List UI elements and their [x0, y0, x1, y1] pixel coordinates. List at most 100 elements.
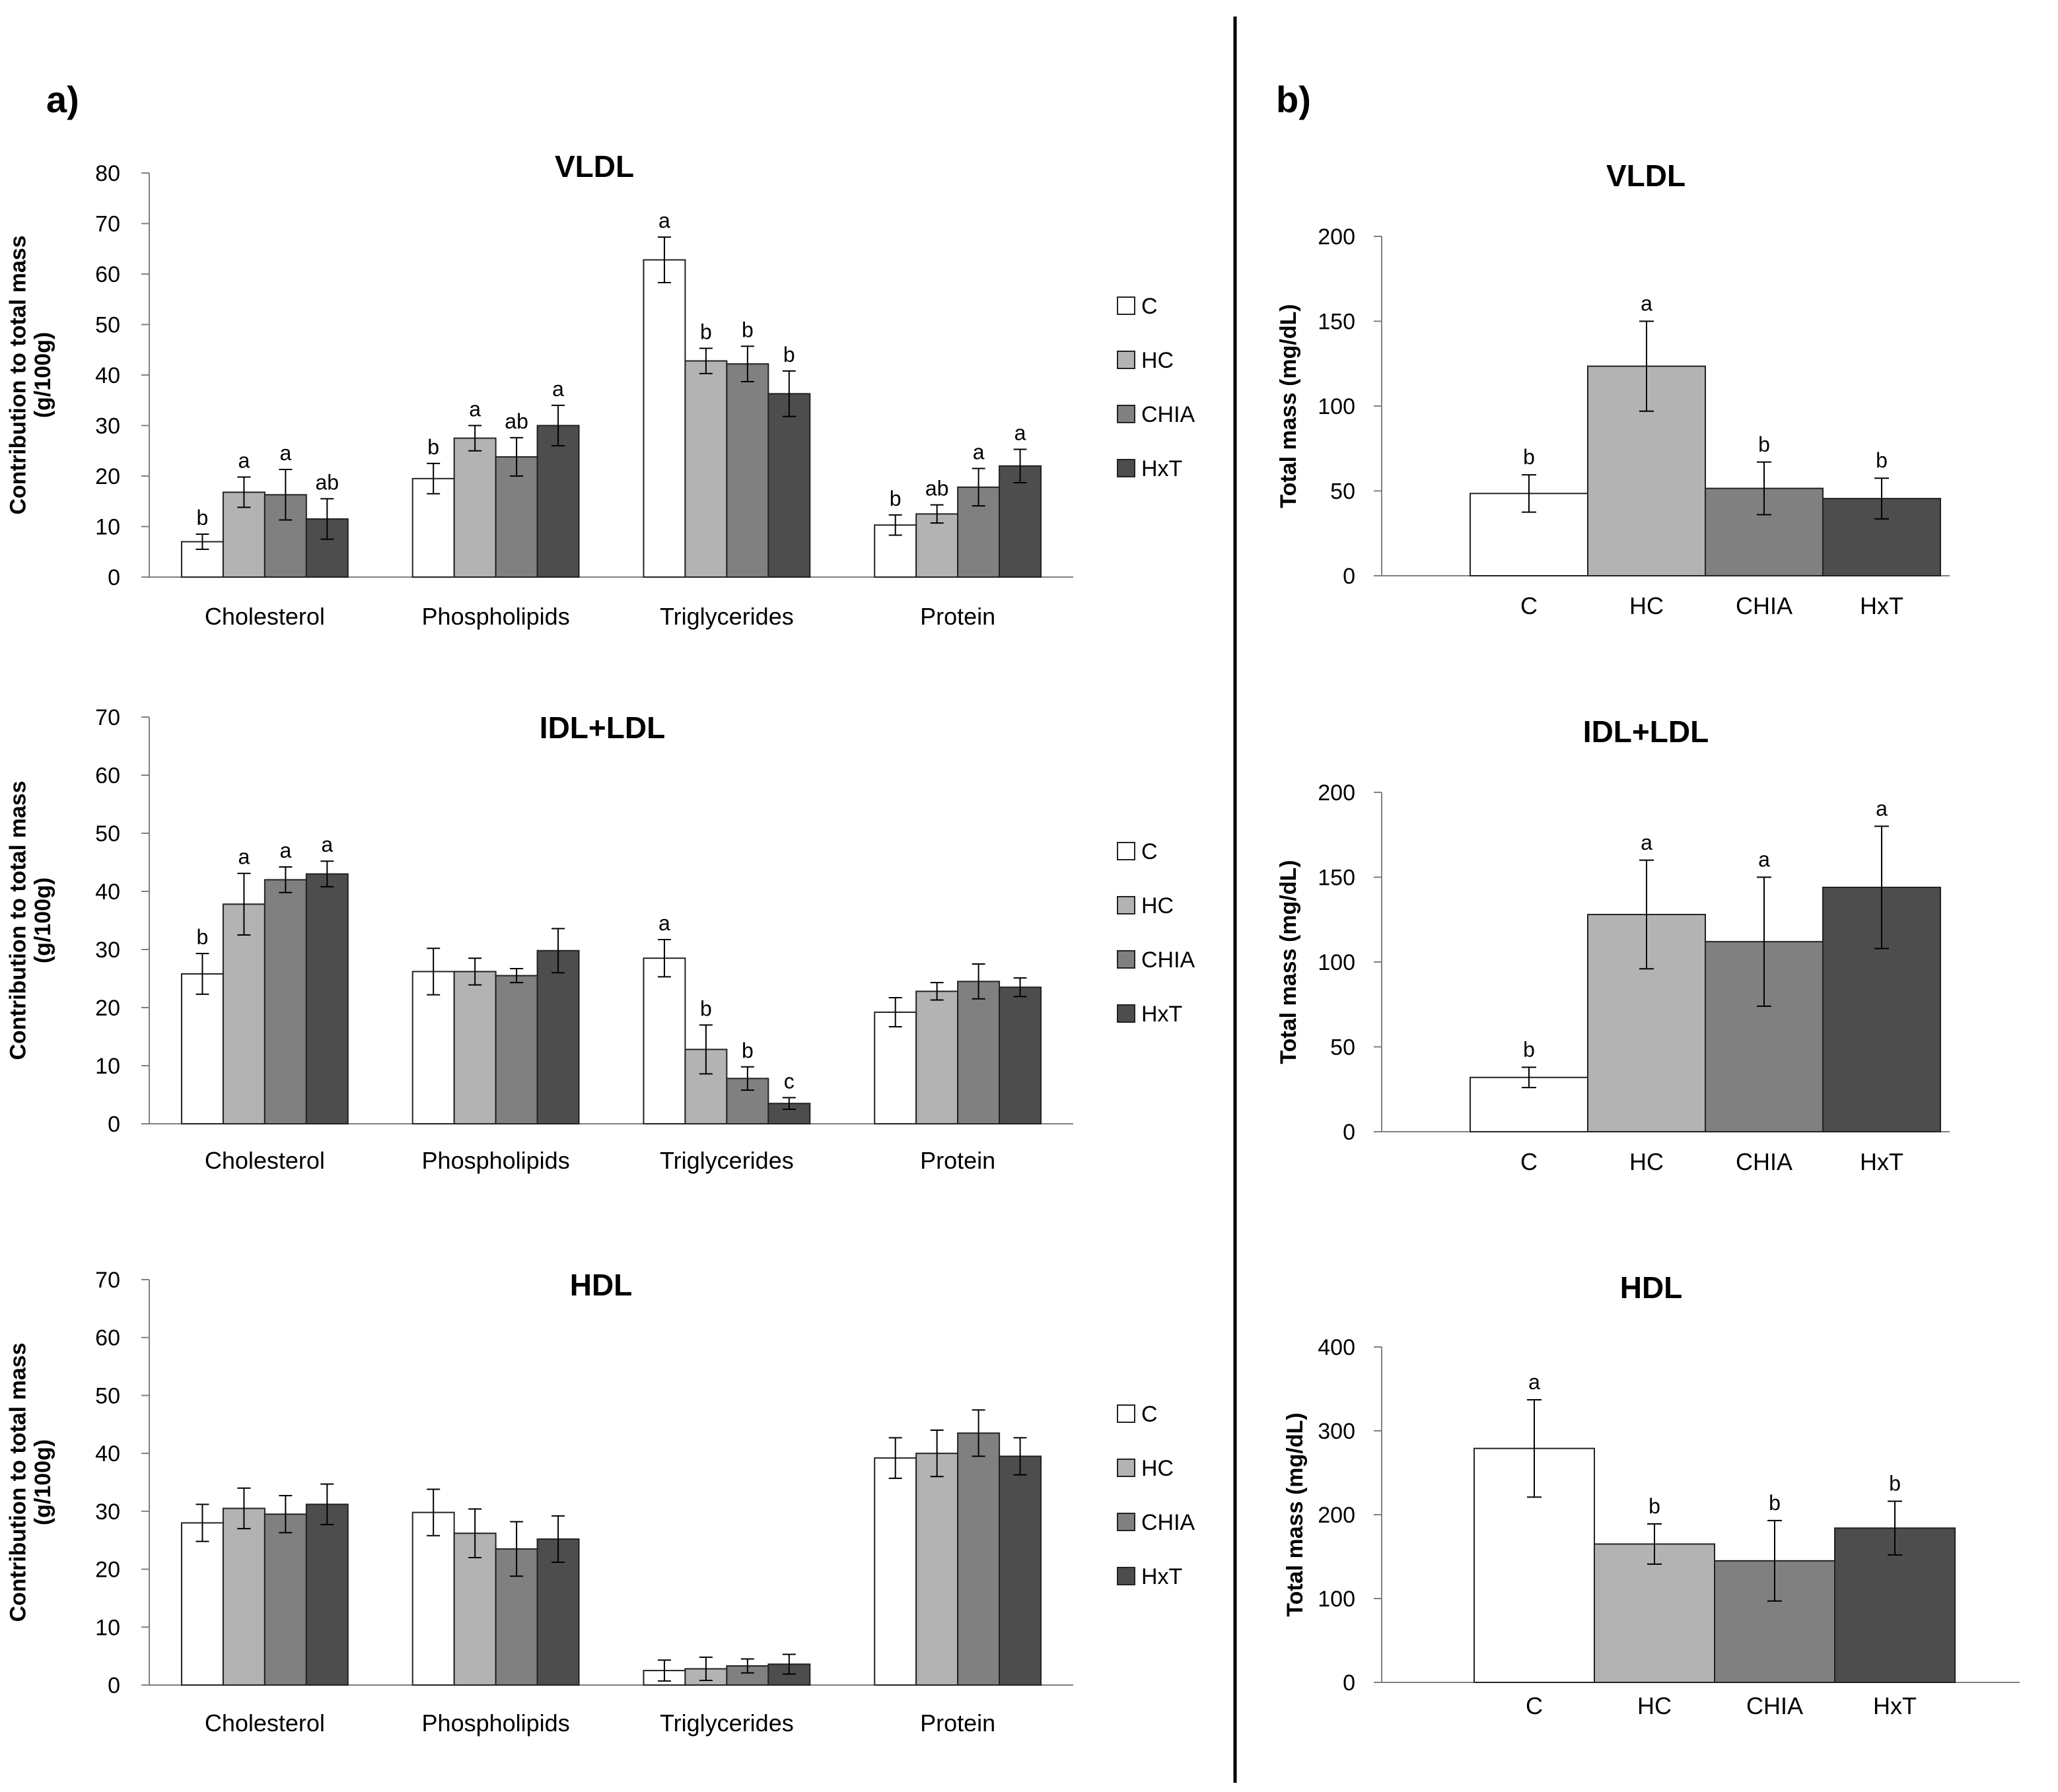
- category-label-protein: Protein: [920, 1709, 995, 1737]
- significance-label: a: [973, 440, 985, 464]
- chart-title: HDL: [1620, 1270, 1683, 1305]
- error-bar-chia: [1757, 461, 1771, 516]
- significance-label: a: [1014, 421, 1026, 444]
- y-tick-label: 0: [1343, 564, 1355, 589]
- y-tick-label: 30: [95, 938, 120, 963]
- error-bar-chia-cholesterol: [279, 866, 293, 893]
- y-tick-label: 20: [95, 996, 120, 1021]
- y-tick-label: 50: [95, 313, 120, 338]
- category-label-hxt: HxT: [1873, 1692, 1917, 1719]
- bar-hc-phospholipids: [453, 971, 497, 1124]
- category-label-phospholipids: Phospholipids: [422, 1709, 570, 1737]
- legend-label-chia: CHIA: [1141, 1510, 1195, 1535]
- error-bar-hxt-cholesterol: [320, 1483, 334, 1526]
- category-label-cholesterol: Cholesterol: [205, 1709, 325, 1737]
- category-label-c: C: [1520, 592, 1538, 619]
- significance-label: b: [1876, 448, 1888, 472]
- significance-label: b: [1889, 1472, 1901, 1496]
- error-bar-hxt-cholesterol: [320, 498, 334, 540]
- category-label-triglycerides: Triglycerides: [660, 1709, 794, 1737]
- category-label-chia: CHIA: [1746, 1692, 1803, 1719]
- legend-label-hxt: HxT: [1141, 1564, 1182, 1589]
- y-tick-label: 40: [95, 879, 120, 905]
- significance-label: b: [890, 487, 902, 510]
- y-tick-label: 50: [95, 821, 120, 846]
- error-bar-c: [1522, 1066, 1536, 1089]
- bar-hxt-phospholipids: [536, 949, 580, 1124]
- significance-label: a: [658, 209, 670, 232]
- legend-label-hc: HC: [1141, 348, 1174, 373]
- y-tick-label: 30: [95, 1499, 120, 1525]
- error-bar-hc-phospholipids: [468, 1508, 482, 1559]
- legend-swatch-hxt: [1117, 1567, 1135, 1585]
- y-axis-label: Total mass (mg/dL): [1283, 1412, 1308, 1616]
- bar-hxt-cholesterol: [305, 873, 349, 1124]
- error-bar-hc: [1639, 859, 1654, 970]
- significance-label: c: [784, 1069, 795, 1093]
- error-bar-hc-cholesterol: [237, 1487, 251, 1530]
- chart-b-idl: IDL+LDL Total mass (mg/dL) 0 50 100 150 200 b Ca…: [1276, 714, 1950, 1175]
- category-label-chia: CHIA: [1736, 592, 1792, 619]
- category-label-triglycerides: Triglycerides: [660, 1147, 794, 1174]
- y-tick-label: 60: [95, 262, 120, 287]
- significance-label: a: [238, 845, 250, 869]
- significance-label: a: [279, 839, 291, 862]
- error-bar-hc-triglycerides: [699, 347, 713, 374]
- y-tick-label: 70: [95, 212, 120, 237]
- significance-label: b: [1649, 1494, 1660, 1518]
- y-tick-label: 80: [95, 161, 120, 186]
- chart-title: VLDL: [555, 149, 634, 184]
- significance-label: b: [197, 506, 209, 530]
- significance-label: a: [238, 449, 250, 473]
- bar-hc: [1594, 1543, 1715, 1683]
- significance-label: b: [1758, 432, 1770, 456]
- significance-label: b: [1523, 1037, 1535, 1061]
- category-label-hc: HC: [1629, 1148, 1664, 1175]
- error-bar-hxt-cholesterol: [320, 860, 334, 887]
- significance-label: a: [279, 441, 291, 465]
- bar-hc-phospholipids: [453, 437, 497, 578]
- category-label-cholesterol: Cholesterol: [205, 1147, 325, 1174]
- category-label-phospholipids: Phospholipids: [422, 1147, 570, 1174]
- error-bar-chia: [1757, 876, 1771, 1007]
- panel-a-label: a): [46, 79, 79, 120]
- y-tick-label: 100: [1318, 394, 1355, 419]
- bar-c-triglycerides: [643, 957, 686, 1124]
- error-bar-hxt-protein: [1013, 977, 1027, 998]
- y-tick-label: 200: [1318, 780, 1355, 806]
- legend-label-chia: CHIA: [1141, 948, 1195, 973]
- bar-chia-cholesterol: [264, 879, 307, 1125]
- legend-swatch-c: [1117, 296, 1135, 315]
- error-bar-chia-triglycerides: [740, 1658, 754, 1674]
- error-bar-c: [1527, 1399, 1542, 1498]
- error-bar-hxt-protein: [1013, 1437, 1027, 1476]
- legend-label-chia: CHIA: [1141, 402, 1195, 427]
- y-axis-label: Contribution to total mass(g/100g): [6, 1342, 55, 1622]
- error-bar-chia-cholesterol: [279, 469, 293, 521]
- y-axis-label: Total mass (mg/dL): [1276, 860, 1301, 1064]
- significance-label: a: [1876, 796, 1888, 820]
- error-bar-hxt-phospholipids: [551, 404, 565, 447]
- error-bar-hc-phospholipids: [468, 425, 482, 452]
- significance-label: b: [742, 1039, 754, 1062]
- bar-c-protein: [874, 1012, 917, 1125]
- significance-label: b: [700, 996, 712, 1020]
- error-bar-chia-phospholipids: [510, 968, 524, 984]
- bar-hxt-protein: [999, 1455, 1042, 1686]
- error-bar-chia-protein: [972, 963, 985, 1000]
- category-label-c: C: [1526, 1692, 1543, 1719]
- category-label-hc: HC: [1637, 1692, 1672, 1719]
- error-bar-c: [1522, 474, 1536, 513]
- chart-b-vldl: VLDL Total mass (mg/dL) 0 50 100 150 200 b Ca HC b…: [1276, 158, 1950, 619]
- y-tick-label: 10: [95, 515, 120, 540]
- significance-label: a: [1758, 848, 1770, 872]
- bar-chia-triglycerides: [726, 363, 769, 578]
- error-bar-c-phospholipids: [427, 462, 441, 495]
- significance-label: b: [1769, 1491, 1781, 1515]
- significance-label: ab: [505, 409, 528, 433]
- y-axis-label-line: (g/100g): [30, 332, 55, 418]
- bar-c-protein: [874, 1457, 917, 1686]
- bar-c-cholesterol: [180, 973, 224, 1124]
- error-bar-hc-triglycerides: [699, 1656, 713, 1681]
- category-label-cholesterol: Cholesterol: [205, 603, 325, 630]
